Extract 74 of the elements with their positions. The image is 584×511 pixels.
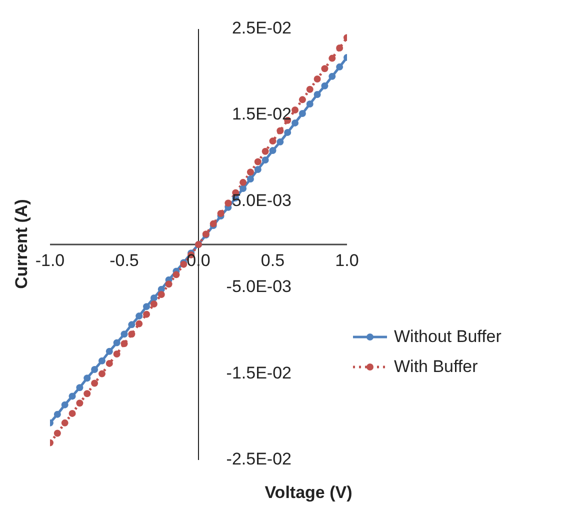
y-tick-label: -2.5E-02 [226,449,292,468]
point [314,91,321,98]
point [292,106,299,114]
x-tick-label: 1.0 [335,250,359,270]
point [84,374,91,382]
point [321,65,328,72]
point [314,75,321,82]
y-tick-label: 5.0E-03 [232,190,292,210]
point [76,400,84,407]
point [246,175,254,182]
point [240,178,247,186]
point [61,401,68,408]
point [276,127,284,134]
point [336,63,344,70]
y-axis-title: Current (A) [12,199,32,289]
point [106,348,113,355]
point [224,200,232,207]
point [150,294,158,302]
point [306,100,314,108]
point [54,430,61,437]
point [76,384,84,392]
point [254,166,262,174]
point [113,350,120,358]
point [165,280,172,288]
point [269,138,276,145]
point [292,119,299,126]
point [298,110,306,117]
point [128,321,136,328]
x-tick-label: -1.0 [35,250,65,270]
point [254,158,262,166]
point [120,330,128,338]
legend-label: Without Buffer [394,326,502,348]
point [91,380,98,387]
point [269,147,276,154]
point [136,312,143,320]
point [143,310,150,318]
point [106,360,113,367]
legend-label: With Buffer [394,356,478,378]
point [262,156,269,164]
y-tick-label: -5.0E-03 [226,277,292,296]
point [143,303,150,310]
point [284,128,292,136]
point [262,148,269,155]
point [98,357,106,364]
point [98,370,106,378]
point [298,96,306,104]
y-tick-label: 2.5E-02 [232,18,292,38]
point [128,330,136,338]
point [328,72,336,80]
point [113,339,120,346]
point [276,138,284,146]
point [217,210,224,217]
point [120,340,128,348]
point [150,300,158,308]
point [240,184,247,192]
point [306,86,314,93]
point [61,419,68,426]
x-tick-label: 0.5 [260,250,285,270]
point [136,320,143,328]
point [91,366,98,373]
y-tick-label: 1.5E-02 [232,104,292,124]
point [336,44,344,52]
x-tick-label: -0.5 [110,250,139,270]
x-axis-title: Voltage (V) [264,483,354,503]
point [246,168,254,176]
point [68,410,76,417]
y-tick-label: -1.5E-02 [226,363,292,382]
point [84,390,91,398]
point [328,54,336,62]
point [172,271,180,278]
point [158,290,165,298]
point [54,410,61,418]
point [321,82,328,90]
point [68,392,76,400]
